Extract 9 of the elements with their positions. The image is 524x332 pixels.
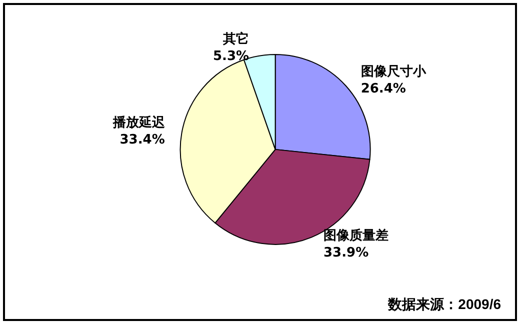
slice-label: 图像质量差: [323, 228, 388, 244]
data-label: 33.9%: [323, 246, 369, 261]
slice-label: 播放延迟: [112, 114, 166, 131]
data-label: 33.4%: [120, 132, 165, 148]
slice-label: 其它: [222, 30, 250, 47]
slice-label: 图像尺寸小: [360, 64, 427, 80]
data-label: 5.3%: [212, 48, 250, 64]
data-label: 26.4%: [360, 82, 406, 97]
source-note: 数据来源：2009/6: [387, 296, 502, 312]
